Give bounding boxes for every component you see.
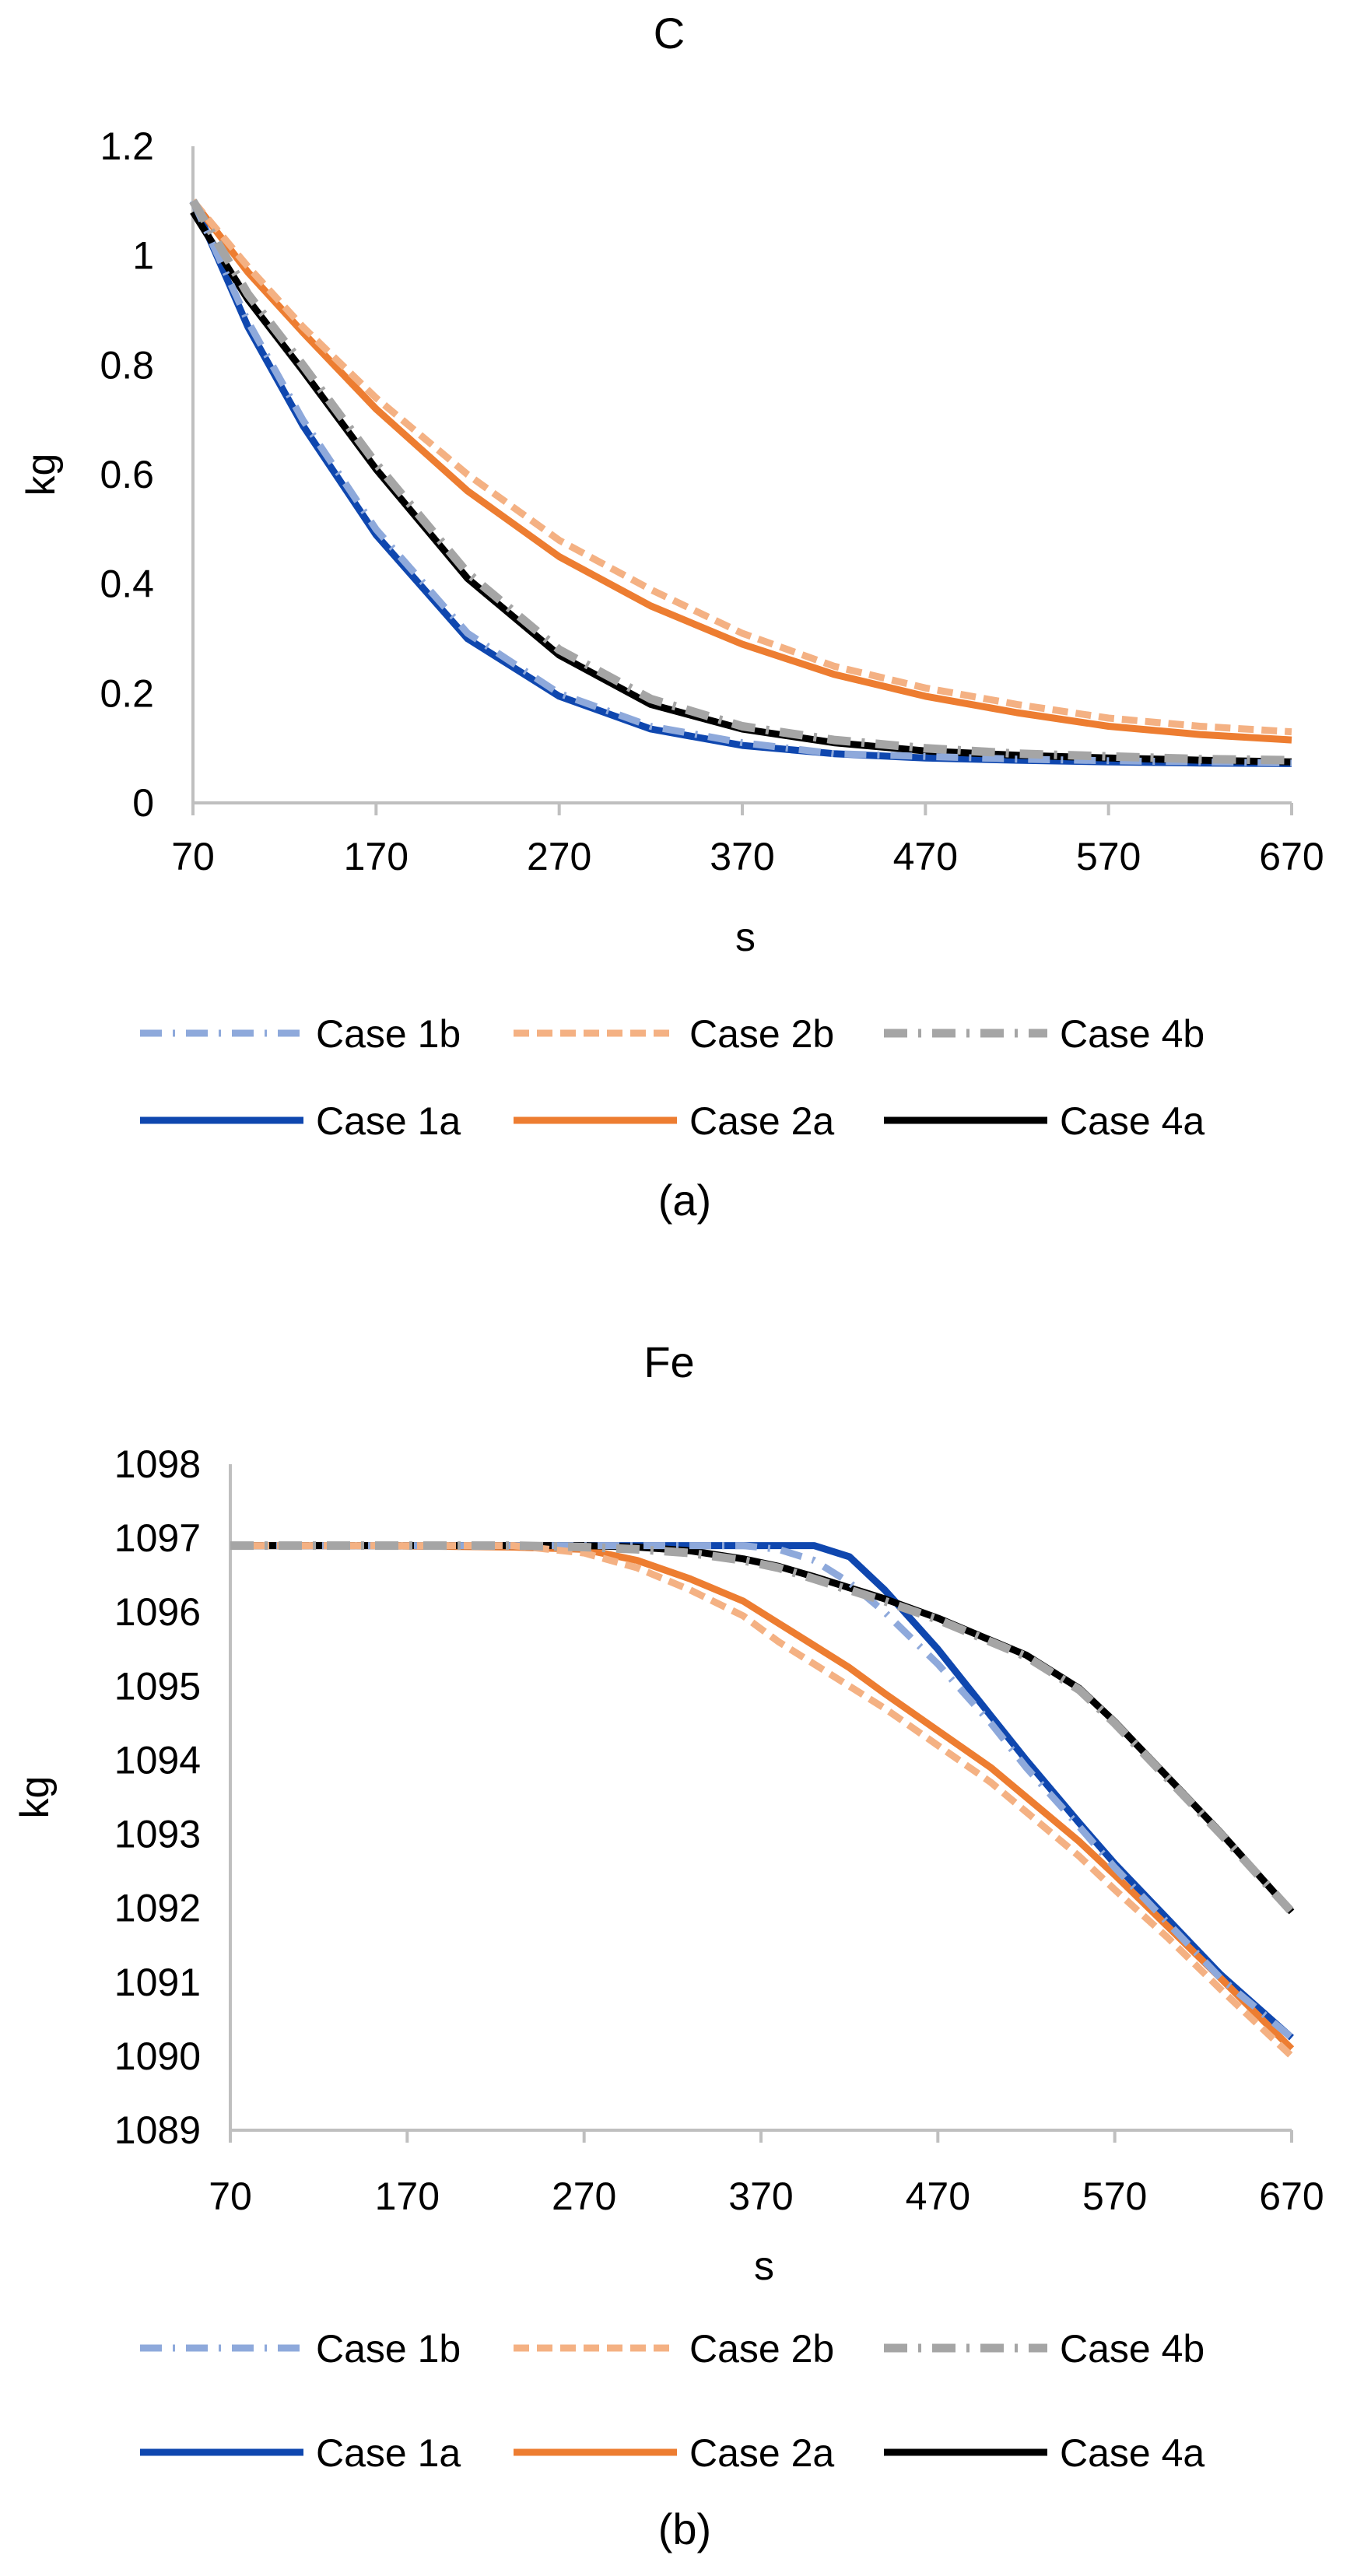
series-line-case2b bbox=[230, 1542, 1295, 2059]
x-tick-label: 170 bbox=[375, 2175, 440, 2218]
legend-label: Case 4a bbox=[1060, 1099, 1204, 1143]
legend-item-case2a: Case 2a bbox=[514, 1099, 834, 1143]
y-tick-label: 1098 bbox=[114, 1442, 201, 1486]
y-tick-label: 0 bbox=[132, 781, 154, 825]
legend-label: Case 2a bbox=[689, 2431, 834, 2475]
legend-label: Case 4b bbox=[1060, 1012, 1204, 1056]
y-tick-label: 1097 bbox=[114, 1516, 201, 1560]
y-tick-label: 1094 bbox=[114, 1738, 201, 1782]
x-tick-label: 570 bbox=[1076, 835, 1141, 878]
y-axis-label: kg bbox=[19, 454, 64, 496]
legend-item-case1b: Case 1b bbox=[140, 1012, 461, 1056]
legend-item-case4b: Case 4b bbox=[884, 1012, 1204, 1056]
legend-label: Case 1b bbox=[316, 1012, 461, 1056]
y-tick-label: 0.8 bbox=[100, 343, 154, 387]
x-tick-label: 270 bbox=[527, 835, 591, 878]
series-line-case4b bbox=[230, 1541, 1296, 1915]
legend-label: Case 2b bbox=[689, 1012, 834, 1056]
series-line-case1a bbox=[189, 199, 1292, 767]
legend-item-case2a: Case 2a bbox=[514, 2431, 834, 2475]
series-line-case1b bbox=[189, 199, 1292, 767]
series-line-case1a bbox=[230, 1542, 1294, 2041]
x-tick-label: 470 bbox=[893, 835, 958, 878]
y-tick-label: 0.6 bbox=[100, 453, 154, 496]
y-tick-label: 1092 bbox=[114, 1887, 201, 1930]
y-tick-label: 1093 bbox=[114, 1813, 201, 1856]
series-line-case2b bbox=[190, 198, 1292, 736]
legend-item-case1b: Case 1b bbox=[140, 2327, 461, 2371]
x-tick-label: 670 bbox=[1259, 835, 1324, 878]
y-tick-label: 1090 bbox=[114, 2035, 201, 2078]
series-line-case4a bbox=[190, 210, 1292, 766]
legend-item-case2b: Case 2b bbox=[514, 2327, 834, 2371]
y-tick-label: 1089 bbox=[114, 2108, 201, 2152]
x-tick-label: 470 bbox=[906, 2175, 970, 2218]
series-line-case2a bbox=[190, 198, 1292, 744]
x-tick-label: 170 bbox=[344, 835, 409, 878]
y-tick-label: 1096 bbox=[114, 1590, 201, 1634]
y-tick-label: 1 bbox=[132, 234, 154, 278]
legend-label: Case 2a bbox=[689, 1099, 834, 1143]
legend-label: Case 1b bbox=[316, 2327, 461, 2371]
x-axis-label: s bbox=[754, 2244, 774, 2289]
series-line-case1b bbox=[230, 1542, 1294, 2041]
legend-label: Case 1a bbox=[316, 1099, 461, 1143]
x-tick-label: 370 bbox=[728, 2175, 793, 2218]
chart-title: C bbox=[654, 9, 685, 58]
legend-item-case1a: Case 1a bbox=[140, 2431, 461, 2475]
x-axis-label: s bbox=[735, 915, 756, 960]
y-tick-label: 1.2 bbox=[100, 124, 154, 168]
x-tick-label: 270 bbox=[552, 2175, 616, 2218]
legend-label: Case 4b bbox=[1060, 2327, 1204, 2371]
figure-caption: (a) bbox=[658, 1176, 711, 1225]
legend-item-case4b: Case 4b bbox=[884, 2327, 1204, 2371]
y-tick-label: 0.2 bbox=[100, 671, 154, 715]
legend-item-case4a: Case 4a bbox=[884, 2431, 1204, 2475]
x-tick-label: 70 bbox=[209, 2175, 252, 2218]
y-axis-label: kg bbox=[12, 1776, 58, 1819]
legend-item-case2b: Case 2b bbox=[514, 1012, 834, 1056]
chart-c: C kg s (a) 70 170 270 370 470 570 670 0 0.2 0.4 0.… bbox=[19, 9, 1324, 1225]
y-tick-label: 1091 bbox=[114, 1961, 201, 2004]
x-tick-label: 670 bbox=[1259, 2175, 1324, 2218]
legend-item-case1a: Case 1a bbox=[140, 1099, 461, 1143]
legend-label: Case 1a bbox=[316, 2431, 461, 2475]
x-tick-label: 570 bbox=[1082, 2175, 1147, 2218]
y-tick-label: 1095 bbox=[114, 1664, 201, 1708]
legend-label: Case 2b bbox=[689, 2327, 834, 2371]
series-line-case2a bbox=[230, 1542, 1295, 2052]
legend: Case 1b Case 2b Case 4b Case 1a Case 2a Case … bbox=[140, 2327, 1204, 2475]
x-tick-label: 370 bbox=[710, 835, 774, 878]
legend-item-case4a: Case 4a bbox=[884, 1099, 1204, 1143]
y-tick-label: 0.4 bbox=[100, 563, 154, 606]
figure-caption: (b) bbox=[658, 2504, 711, 2553]
legend: Case 1b Case 2b Case 4b Case 1a Case 2a Case … bbox=[140, 1012, 1204, 1143]
series-line-case4a bbox=[230, 1542, 1295, 1915]
chart-title: Fe bbox=[643, 1337, 694, 1386]
chart-fe: Fe kg s (b) 70 170 270 370 470 570 670 1089 1090… bbox=[12, 1337, 1324, 2553]
legend-label: Case 4a bbox=[1060, 2431, 1204, 2475]
series-line-case4b bbox=[189, 198, 1292, 765]
x-tick-label: 70 bbox=[171, 835, 215, 878]
